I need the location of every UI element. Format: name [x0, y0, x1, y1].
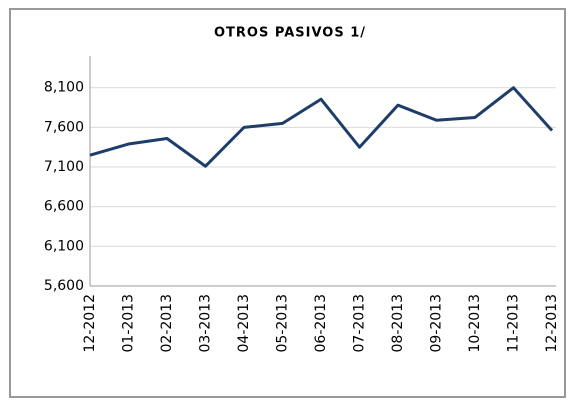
x-tick-label: 09-2013: [429, 294, 445, 353]
x-tick-label: 01-2013: [121, 294, 137, 353]
x-tick-label: 05-2013: [275, 294, 291, 353]
y-tick-label: 7,600: [44, 119, 84, 135]
line: [89, 86, 554, 168]
x-tick-label: 11-2013: [506, 294, 522, 353]
y-tick-label: 5,600: [44, 278, 84, 294]
x-tick-label: 12-2012: [82, 294, 98, 353]
chart-frame: [9, 8, 566, 398]
x-tick-label: 04-2013: [236, 294, 252, 353]
x-tick-label: 02-2013: [159, 294, 175, 353]
x-tick-label: 07-2013: [352, 294, 368, 353]
y-tick-label: 6,600: [44, 199, 84, 215]
y-tick-label: 6,100: [44, 238, 84, 254]
x-tick-label: 10-2013: [467, 294, 483, 353]
chart-title: OTROS PASIVOS 1/: [214, 26, 366, 41]
x-tick-label: 12-2013: [544, 294, 560, 353]
x-tick-label: 08-2013: [390, 294, 406, 353]
y-tick-label: 8,100: [44, 80, 84, 96]
x-tick-label: 06-2013: [313, 294, 329, 353]
x-tick-label: 03-2013: [198, 294, 214, 353]
y-tick-label: 7,100: [44, 159, 84, 175]
